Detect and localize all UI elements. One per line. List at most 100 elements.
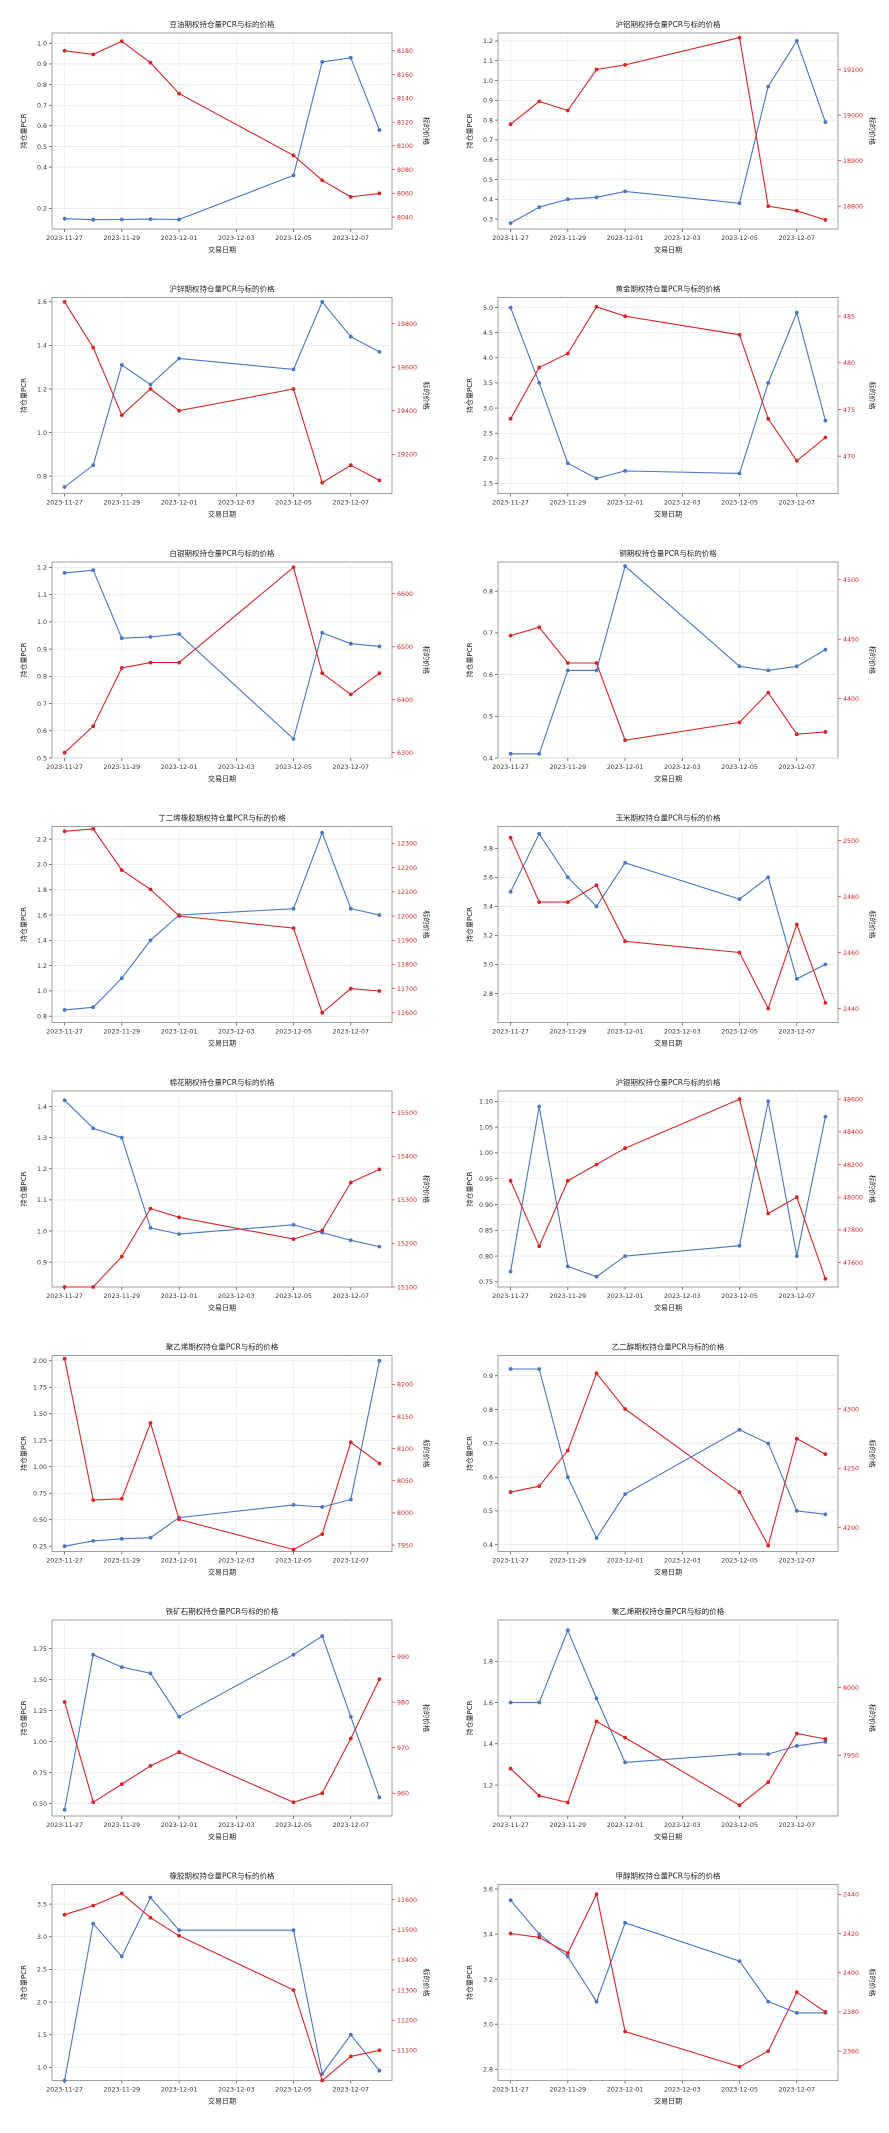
chart-15: 1.0 1.5 2.0 2.5 3.0 3.5 11100 11200 11300 11400 11… (19, 1871, 431, 2106)
pcr-point (537, 1932, 542, 1936)
y2-tick-label: 8000 (397, 1510, 413, 1517)
plot-area (497, 826, 839, 1023)
y-tick-label: 1.0 (37, 2065, 47, 2072)
plot-area (51, 1090, 393, 1288)
x-tick-label: 2023-11-27 (46, 2087, 83, 2094)
y-tick-label: 1.00 (479, 1150, 493, 1157)
pcr-point (537, 831, 542, 836)
price-point (62, 829, 67, 834)
x-tick-label: 2023-11-27 (46, 500, 83, 507)
y-tick-label: 1.6 (37, 299, 47, 306)
pcr-point (565, 197, 570, 202)
y2-tick-label: 2420 (843, 1931, 859, 1938)
y-tick-label: 0.90 (479, 1202, 493, 1209)
price-point (148, 1764, 153, 1768)
chart-10: 0.75 0.80 0.85 0.90 0.95 1.00 1.05 1.10 47600 478… (465, 1077, 877, 1312)
x-tick-label: 2023-12-01 (607, 2087, 644, 2094)
y-tick-label: 0.4 (483, 197, 493, 204)
pcr-point (148, 1226, 153, 1230)
x-tick-label: 2023-11-29 (550, 235, 587, 242)
chart-title: 聚乙烯期权持仓量PCR与标的价格 (166, 1342, 279, 1352)
pcr-point (594, 904, 599, 909)
pcr-point (508, 1700, 513, 1705)
x-tick-label: 2023-12-05 (721, 764, 758, 771)
y-tick-label: 1.00 (33, 1739, 47, 1746)
y2-tick-label: 47600 (843, 1260, 863, 1267)
price-point (62, 48, 67, 53)
pcr-point (737, 201, 742, 206)
y-tick-label: 0.75 (33, 1491, 47, 1498)
pcr-point (737, 897, 742, 901)
price-point (348, 692, 353, 697)
price-point (823, 218, 828, 222)
y2-tick-label: 15100 (397, 1284, 417, 1291)
y-tick-label: 0.8 (37, 82, 47, 89)
y-tick-label: 1.6 (37, 912, 47, 919)
plot-area (497, 297, 839, 494)
pcr-point (594, 668, 599, 673)
x-axis-label: 交易日期 (654, 2097, 682, 2106)
chart-title: 沪锌期权持仓量PCR与标的价格 (170, 284, 275, 294)
x-tick-label: 2023-12-07 (778, 2087, 815, 2094)
price-point (766, 690, 771, 695)
y-tick-label: 3.4 (483, 904, 493, 911)
y2-tick-label: 7950 (843, 1752, 859, 1759)
price-point (565, 1800, 570, 1805)
x-axis-label: 交易日期 (654, 1039, 682, 1048)
plot-area (51, 826, 393, 1023)
y-tick-label: 0.9 (37, 646, 47, 653)
price-point (766, 416, 771, 421)
price-point (348, 2054, 353, 2059)
price-point (91, 1903, 96, 1908)
y2-tick-label: 8060 (397, 191, 413, 198)
y-tick-label: 3.2 (483, 933, 493, 940)
x-tick-label: 2023-12-03 (218, 2087, 255, 2094)
pcr-point (766, 875, 771, 880)
pcr-point (177, 217, 182, 222)
pcr-point (766, 84, 771, 89)
y2-axis-label: 标的价格 (422, 1969, 431, 1997)
pcr-point (177, 1714, 182, 1719)
x-tick-label: 2023-12-01 (607, 1822, 644, 1829)
price-point (119, 1891, 124, 1896)
y-tick-label: 1.1 (37, 592, 47, 599)
y2-tick-label: 11600 (397, 1897, 417, 1904)
y2-tick-label: 6400 (397, 697, 413, 704)
pcr-point (377, 1244, 382, 1249)
pcr-point (348, 334, 353, 339)
pcr-point (291, 173, 296, 178)
y2-tick-label: 11100 (397, 2048, 417, 2055)
price-point (348, 463, 353, 468)
y-tick-label: 0.9 (37, 1259, 47, 1266)
y2-tick-label: 6600 (397, 591, 413, 598)
chart-title: 玉米期权持仓量PCR与标的价格 (616, 813, 721, 823)
x-tick-label: 2023-12-01 (161, 500, 198, 507)
y2-tick-label: 15400 (397, 1154, 417, 1161)
price-point (377, 1167, 382, 1172)
price-point (62, 1285, 67, 1289)
chart-2: 0.3 0.4 0.5 0.6 0.7 0.8 0.9 1.0 1.1 1.2 18800 18900… (465, 19, 877, 254)
y2-tick-label: 4500 (843, 577, 859, 584)
pcr-point (794, 39, 799, 43)
price-point (565, 661, 570, 665)
pcr-point (737, 1427, 742, 1432)
price-point (766, 1211, 771, 1216)
x-tick-label: 2023-12-07 (778, 1822, 815, 1829)
price-point (623, 314, 627, 319)
price-point (823, 2010, 828, 2014)
x-axis-label: 交易日期 (654, 1303, 682, 1312)
pcr-point (794, 2011, 799, 2015)
y2-tick-label: 2400 (843, 1970, 859, 1977)
pcr-point (623, 1492, 627, 1496)
y-axis-label: 持仓量PCR (465, 1171, 474, 1206)
x-tick-label: 2023-12-07 (332, 235, 369, 242)
price-point (594, 883, 599, 888)
chart-3: 0.8 1.0 1.2 1.4 1.6 19200 19400 19600 19800 2023-… (19, 284, 431, 519)
price-point (623, 738, 627, 743)
price-point (91, 1285, 96, 1289)
y-tick-label: 1.50 (33, 1411, 47, 1418)
price-point (794, 1731, 799, 1736)
x-tick-label: 2023-12-07 (332, 2087, 369, 2094)
y-tick-label: 2.5 (37, 1967, 47, 1974)
